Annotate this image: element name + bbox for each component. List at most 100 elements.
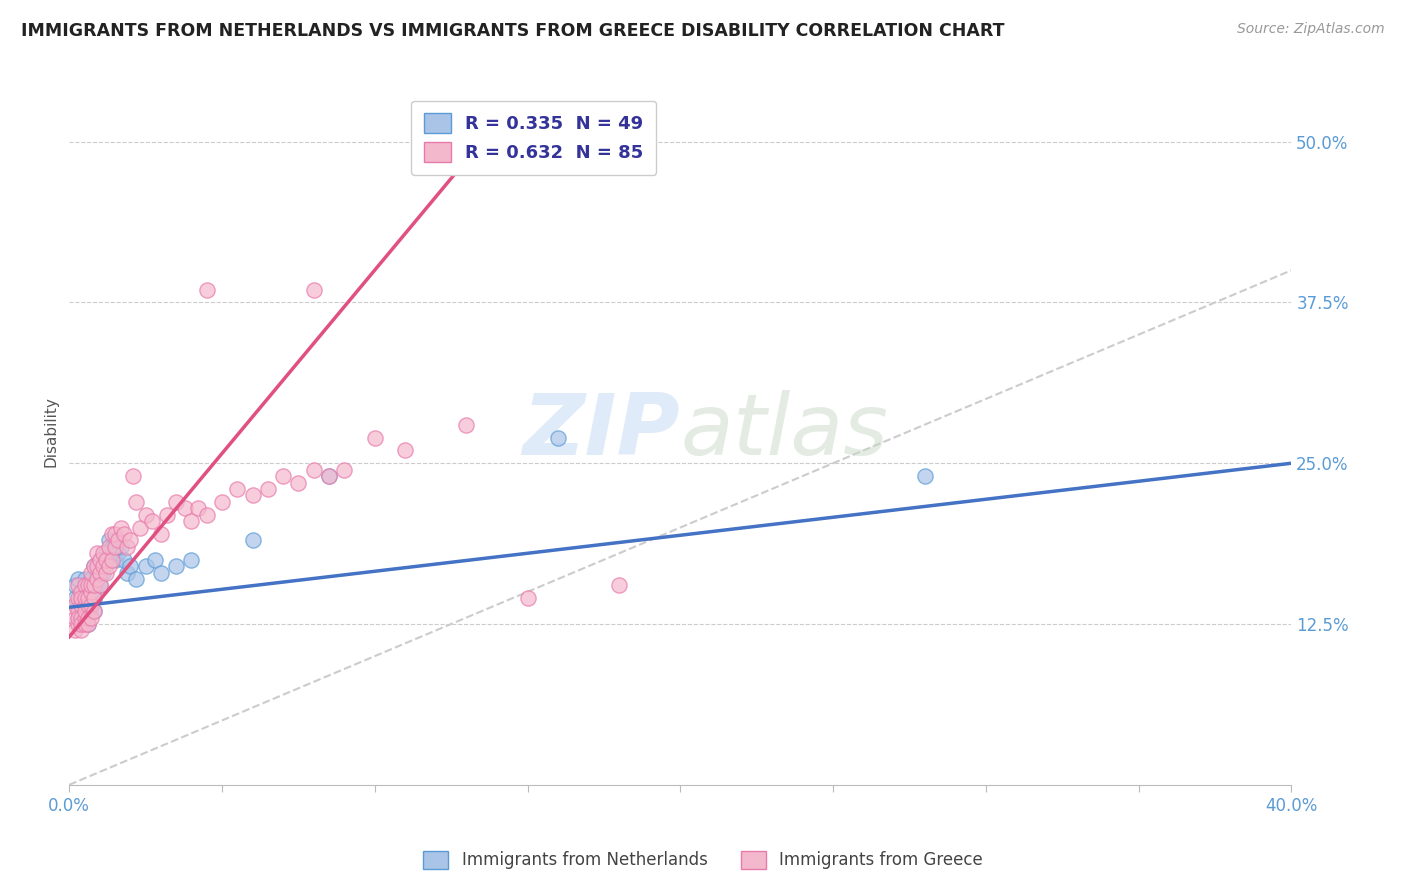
Point bbox=[112, 552, 135, 566]
Legend: Immigrants from Netherlands, Immigrants from Greece: Immigrants from Netherlands, Immigrants … bbox=[413, 840, 993, 880]
Point bbox=[104, 552, 127, 566]
Point bbox=[456, 417, 478, 432]
Point bbox=[174, 501, 197, 516]
Point bbox=[607, 578, 630, 592]
Point bbox=[364, 431, 387, 445]
Point bbox=[86, 546, 108, 560]
Point bbox=[914, 469, 936, 483]
Point bbox=[394, 443, 416, 458]
Point bbox=[67, 578, 90, 592]
Point bbox=[76, 617, 98, 632]
Point bbox=[76, 610, 98, 624]
Point bbox=[302, 283, 325, 297]
Point bbox=[226, 482, 249, 496]
Point bbox=[79, 598, 101, 612]
Point bbox=[97, 559, 120, 574]
Point bbox=[302, 463, 325, 477]
Point bbox=[89, 552, 111, 566]
Point bbox=[79, 598, 101, 612]
Point bbox=[180, 552, 202, 566]
Point bbox=[79, 566, 101, 580]
Point bbox=[117, 566, 139, 580]
Point bbox=[97, 533, 120, 548]
Point bbox=[83, 591, 105, 606]
Point bbox=[67, 604, 90, 618]
Point bbox=[73, 610, 96, 624]
Point bbox=[70, 604, 93, 618]
Point bbox=[195, 508, 218, 522]
Point bbox=[156, 508, 179, 522]
Point bbox=[256, 482, 278, 496]
Point bbox=[89, 578, 111, 592]
Point bbox=[73, 578, 96, 592]
Point bbox=[70, 624, 93, 638]
Point bbox=[83, 578, 105, 592]
Point bbox=[70, 617, 93, 632]
Point bbox=[73, 572, 96, 586]
Point bbox=[70, 598, 93, 612]
Point bbox=[83, 559, 105, 574]
Point bbox=[83, 591, 105, 606]
Point bbox=[187, 501, 209, 516]
Point bbox=[73, 591, 96, 606]
Point bbox=[67, 610, 90, 624]
Point bbox=[141, 514, 163, 528]
Point bbox=[101, 540, 124, 554]
Point bbox=[135, 508, 157, 522]
Point bbox=[94, 552, 117, 566]
Point bbox=[89, 552, 111, 566]
Point bbox=[73, 598, 96, 612]
Point bbox=[76, 617, 98, 632]
Point bbox=[125, 495, 148, 509]
Point bbox=[86, 559, 108, 574]
Point bbox=[65, 624, 87, 638]
Point bbox=[70, 585, 93, 599]
Point bbox=[135, 559, 157, 574]
Point bbox=[70, 585, 93, 599]
Point bbox=[97, 552, 120, 566]
Point bbox=[128, 520, 150, 534]
Point bbox=[79, 572, 101, 586]
Point bbox=[73, 598, 96, 612]
Point bbox=[107, 533, 129, 548]
Point bbox=[120, 533, 142, 548]
Point bbox=[318, 469, 340, 483]
Point bbox=[101, 527, 124, 541]
Point bbox=[70, 610, 93, 624]
Point bbox=[97, 540, 120, 554]
Point bbox=[73, 604, 96, 618]
Point bbox=[67, 572, 90, 586]
Point bbox=[195, 283, 218, 297]
Point bbox=[287, 475, 309, 490]
Point bbox=[104, 533, 127, 548]
Text: ZIP: ZIP bbox=[523, 390, 681, 473]
Point bbox=[242, 533, 264, 548]
Point bbox=[70, 591, 93, 606]
Point bbox=[101, 552, 124, 566]
Point bbox=[67, 610, 90, 624]
Y-axis label: Disability: Disability bbox=[44, 396, 58, 467]
Point bbox=[65, 578, 87, 592]
Point bbox=[79, 585, 101, 599]
Point bbox=[65, 598, 87, 612]
Text: atlas: atlas bbox=[681, 390, 889, 473]
Point bbox=[107, 546, 129, 560]
Point bbox=[104, 527, 127, 541]
Point bbox=[76, 591, 98, 606]
Point bbox=[149, 566, 172, 580]
Point bbox=[89, 578, 111, 592]
Point bbox=[143, 552, 166, 566]
Point bbox=[76, 591, 98, 606]
Text: Source: ZipAtlas.com: Source: ZipAtlas.com bbox=[1237, 22, 1385, 37]
Point bbox=[73, 617, 96, 632]
Point bbox=[76, 598, 98, 612]
Point bbox=[318, 469, 340, 483]
Point bbox=[211, 495, 233, 509]
Point bbox=[91, 566, 114, 580]
Point bbox=[149, 527, 172, 541]
Text: IMMIGRANTS FROM NETHERLANDS VS IMMIGRANTS FROM GREECE DISABILITY CORRELATION CHA: IMMIGRANTS FROM NETHERLANDS VS IMMIGRANT… bbox=[21, 22, 1005, 40]
Point bbox=[547, 431, 569, 445]
Point bbox=[70, 591, 93, 606]
Point bbox=[65, 610, 87, 624]
Point bbox=[86, 572, 108, 586]
